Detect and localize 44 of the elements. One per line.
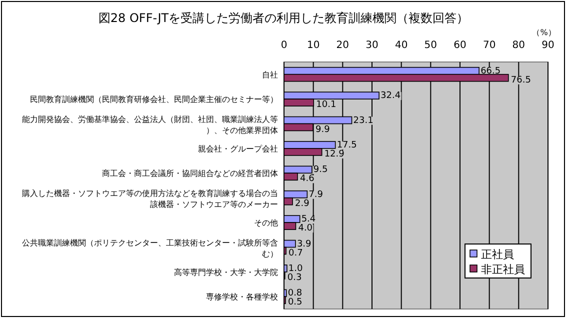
data-label: 76.5 [510, 75, 531, 86]
data-label: 1.0 [288, 264, 304, 274]
y-tick-label: 民間教育訓練機関（民間教育研修会社、民間企業主催のセミナー等） [30, 95, 278, 104]
y-tick-label: 商工会・商工会議所・協同組合などの経営者団体 [102, 169, 278, 178]
chart-title: 図28 OFF-JTを受講した労働者の利用した教育訓練機関（複数回答） [98, 11, 469, 25]
x-tick-label: 60 [454, 40, 466, 51]
x-tick-label: 50 [424, 40, 438, 51]
y-tick-label: 親会社・グループ会社 [198, 144, 278, 154]
legend-label: 正社員 [481, 248, 514, 261]
y-tick-label: その他 [254, 218, 278, 228]
data-label: 5.4 [301, 214, 316, 225]
x-tick-label: 70 [482, 40, 496, 51]
x-tick-label: 0 [280, 40, 288, 51]
x-tick-label: 90 [542, 40, 554, 51]
data-label: 0.7 [288, 248, 303, 258]
x-axis-title: （%） [532, 28, 556, 37]
data-label: 0.5 [288, 298, 302, 308]
data-label: 7.9 [308, 190, 324, 200]
x-tick-label: 20 [336, 40, 350, 51]
data-label: 2.9 [295, 198, 310, 209]
x-tick-label: 80 [512, 40, 526, 51]
data-label: 3.9 [296, 239, 312, 250]
y-tick-label: 能力開発協会、労働基準協会、公益法人（財団、社団、職業訓練法人等）、その他業界団体 [22, 114, 278, 135]
data-label: 9.9 [316, 124, 330, 135]
data-label: 4.6 [300, 174, 315, 184]
y-tick-label: 高等専門学校・大学・大学院 [174, 268, 278, 277]
data-label: 0.3 [287, 272, 302, 283]
data-label: 0.8 [288, 288, 302, 299]
data-label: 17.5 [336, 140, 357, 150]
x-tick-label: 10 [306, 40, 320, 51]
data-label: 66.5 [480, 66, 501, 76]
x-tick-label: 40 [394, 40, 408, 51]
y-tick-label: 専修学校・各種学校 [206, 292, 278, 302]
data-label: 12.9 [324, 149, 345, 160]
data-label: 4.0 [298, 224, 313, 234]
y-tick-label: 購入した機器・ソフトウエア等の使用方法などを教育訓練する場合の当該機器・ソフトウエア等のメーカー [22, 188, 278, 209]
data-label: 9.5 [313, 165, 328, 176]
data-label: 23.1 [353, 116, 374, 126]
legend-label: 非正社員 [481, 263, 525, 276]
x-tick-label: 30 [366, 40, 378, 51]
y-tick-label: 公共職業訓練機関（ポリテクセンター、工業技術センター・試験所等含む） [22, 238, 278, 258]
data-label: 10.1 [316, 100, 336, 110]
data-label: 32.4 [380, 91, 401, 102]
y-tick-label: 自社 [262, 70, 278, 80]
